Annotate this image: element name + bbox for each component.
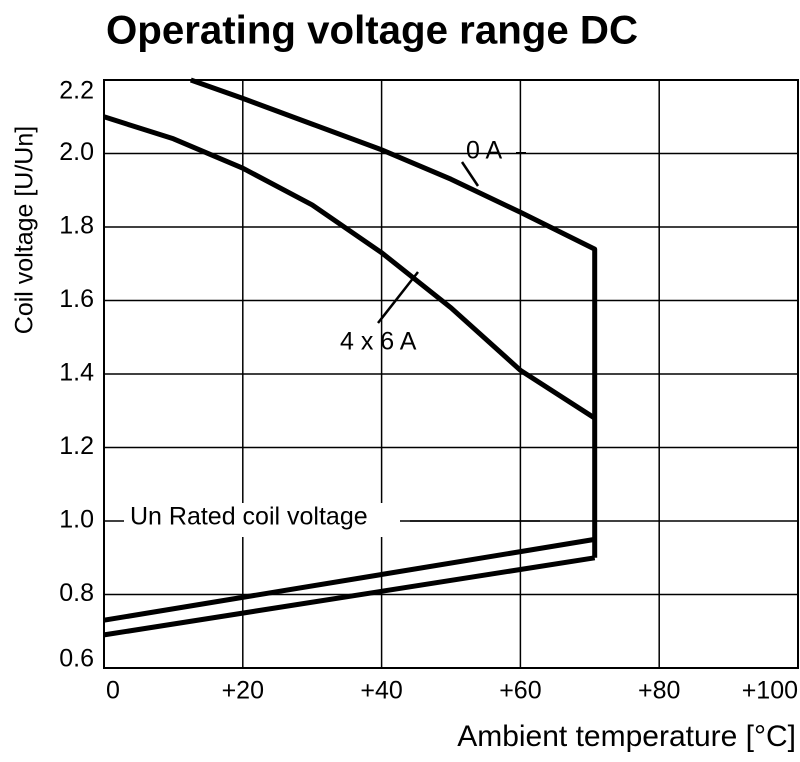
y-axis-label: Coil voltage [U/Un] [11, 126, 39, 334]
data-line [189, 77, 598, 558]
x-tick-label: 0 [106, 677, 120, 705]
series-label: 4 x 6 A [340, 328, 417, 356]
x-axis-label: Ambient temperature [°C] [457, 720, 796, 753]
annotation-bg [124, 503, 400, 537]
y-tick-label: 0.6 [59, 645, 94, 673]
y-tick-label: 1.6 [59, 285, 94, 313]
x-tick-label: +60 [499, 677, 541, 705]
x-tick-label: +100 [742, 677, 798, 705]
y-tick-label: 1.8 [59, 212, 94, 240]
data-line [103, 114, 597, 421]
data-line [103, 555, 596, 638]
y-tick-label: 1.0 [59, 506, 94, 534]
x-tick-label: +40 [360, 677, 402, 705]
annotation: Un Rated coil voltage [130, 503, 368, 531]
data-line [103, 536, 596, 623]
chart-title: Operating voltage range DC [106, 9, 638, 53]
y-tick-label: 1.2 [59, 432, 94, 460]
y-tick-label: 1.4 [59, 359, 94, 387]
series-label: 0 A [466, 137, 502, 165]
y-tick-label: 2.2 [59, 77, 94, 105]
x-tick-label: +20 [222, 677, 264, 705]
y-tick-label: 2.0 [59, 138, 94, 166]
plot-border [103, 79, 799, 669]
y-tick-label: 0.8 [59, 579, 94, 607]
x-tick-label: +80 [638, 677, 680, 705]
label-leader [460, 161, 480, 187]
label-leader [377, 271, 419, 324]
